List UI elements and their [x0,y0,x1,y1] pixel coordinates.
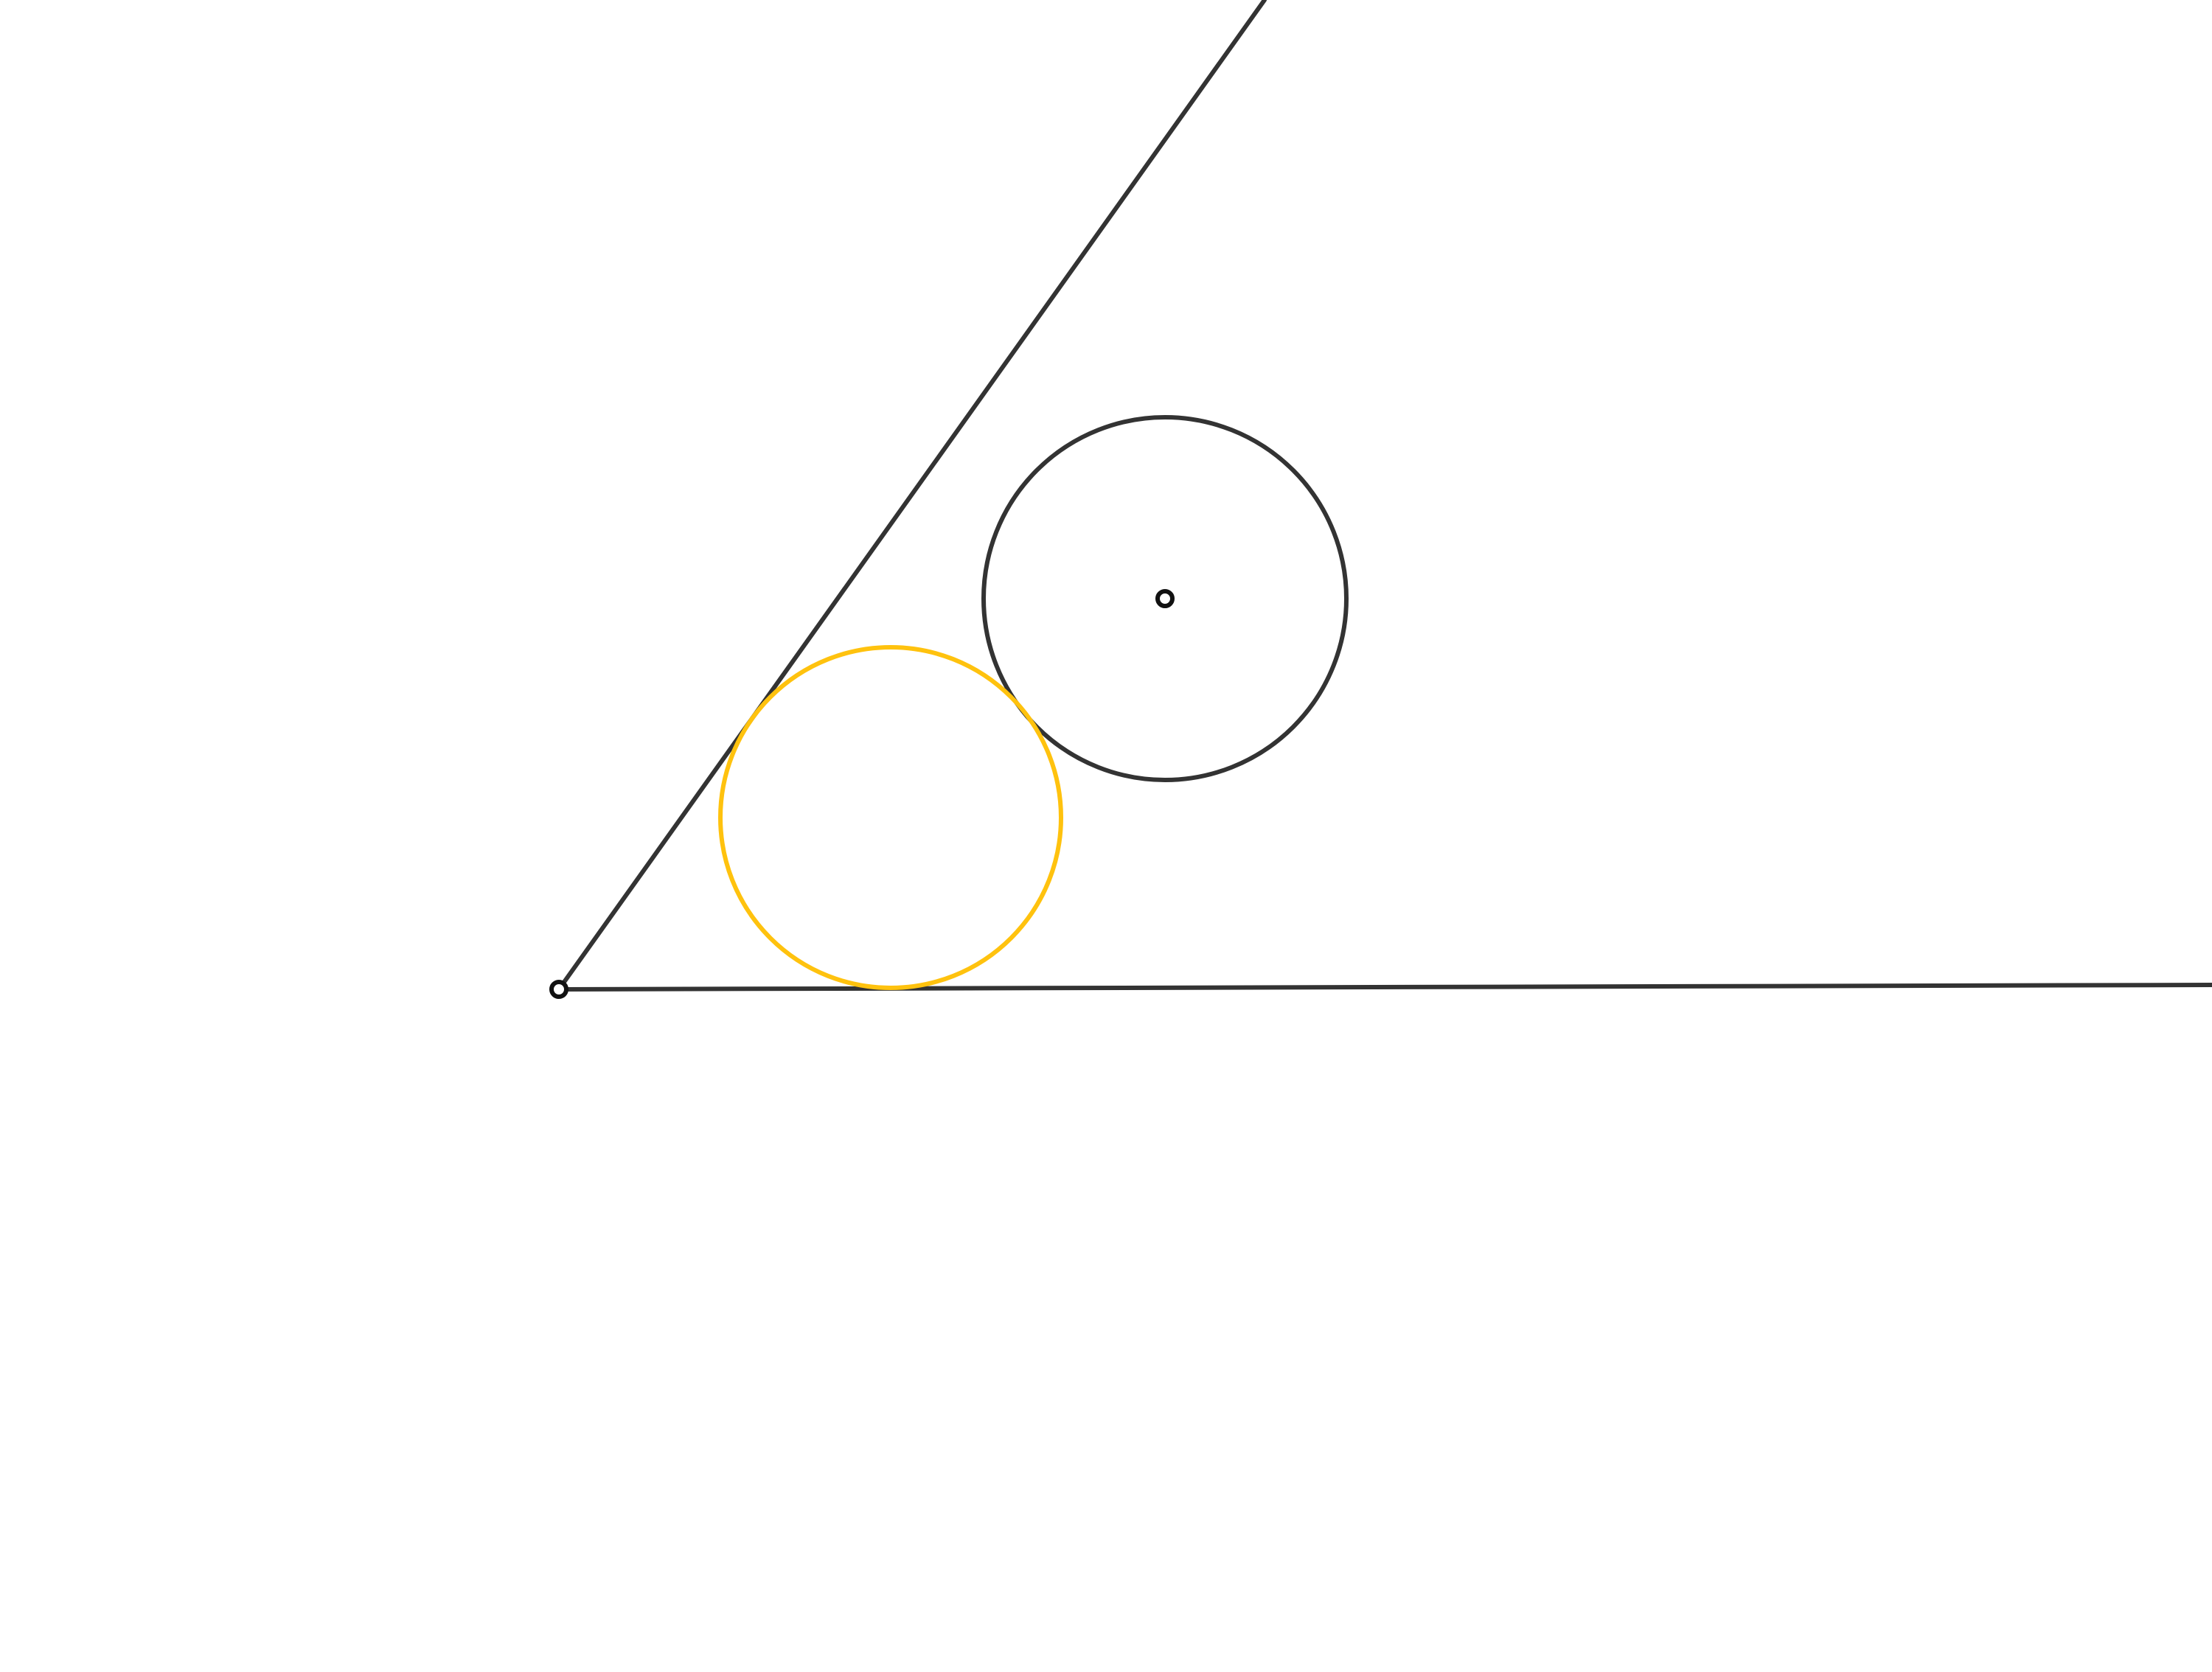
lower-ray[interactable] [557,983,2212,992]
angle-vertex[interactable] [549,980,568,999]
tangent-circle[interactable] [718,645,1063,990]
upper-ray[interactable] [557,0,1267,992]
given-circle-center[interactable] [1155,589,1175,608]
given-circle[interactable] [981,415,1349,782]
